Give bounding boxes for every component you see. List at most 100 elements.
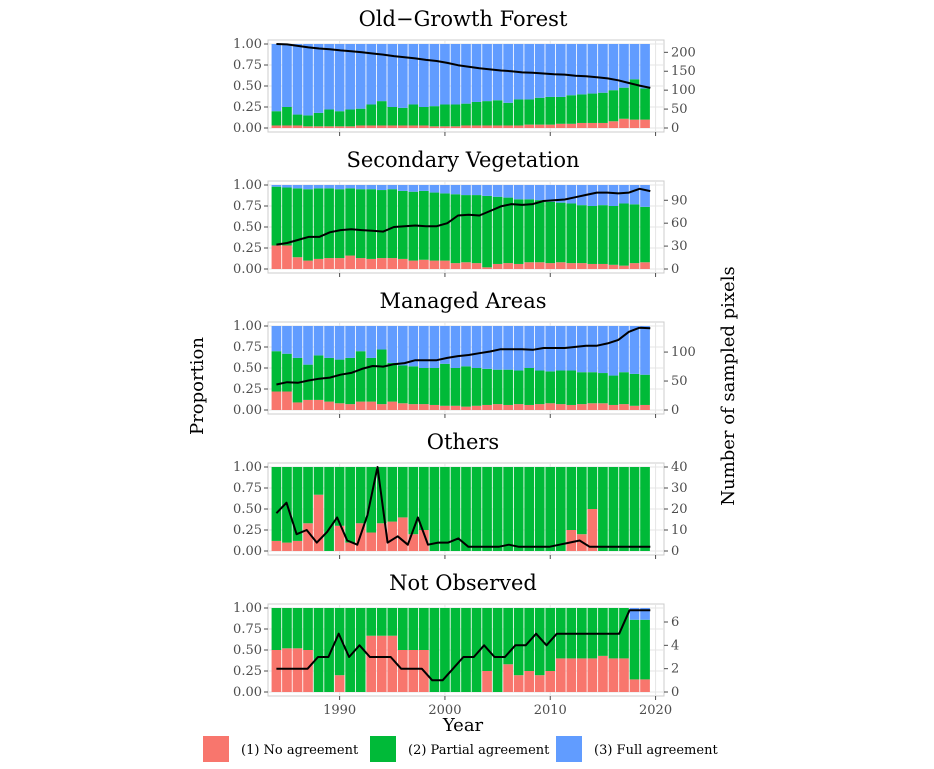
bar-segment bbox=[376, 125, 387, 128]
bar-segment bbox=[608, 326, 619, 376]
bar-segment bbox=[503, 404, 513, 410]
bar-segment bbox=[292, 326, 303, 358]
bar-segment bbox=[587, 185, 598, 206]
panel-title: Managed Areas bbox=[380, 289, 547, 313]
bar-segment bbox=[324, 258, 334, 269]
bar-segment bbox=[640, 467, 650, 551]
bar-segment bbox=[292, 44, 303, 115]
bar-segment bbox=[587, 326, 598, 373]
bar-segment bbox=[587, 509, 598, 551]
y-tick-label-right: 50 bbox=[671, 374, 688, 389]
bar-segment bbox=[334, 185, 345, 190]
bar-segment bbox=[408, 185, 419, 192]
bar-segment bbox=[419, 404, 429, 410]
bar-segment bbox=[292, 648, 303, 692]
bar-segment bbox=[324, 44, 334, 110]
bar-segment bbox=[640, 206, 650, 263]
bar-segment bbox=[387, 44, 398, 107]
bar-segment bbox=[345, 542, 355, 551]
bar-segment bbox=[355, 185, 366, 190]
x-tick-label: 2010 bbox=[534, 703, 567, 718]
bar-segment bbox=[397, 44, 408, 108]
bar-segment bbox=[419, 44, 429, 107]
bar-segment bbox=[345, 44, 355, 110]
bar-segment bbox=[345, 608, 355, 692]
bar-segment bbox=[292, 402, 303, 410]
bar-segment bbox=[282, 245, 292, 269]
bar-segment bbox=[408, 125, 419, 128]
bar-segment bbox=[282, 187, 292, 246]
panel-4: Not Observed 0.00 0.25 0.50 0.75 1.00 0 2 4 6 1990… bbox=[233, 571, 679, 718]
bar-segment bbox=[303, 126, 313, 128]
legend-swatch bbox=[556, 736, 582, 762]
bar-segment bbox=[334, 525, 345, 551]
bar-segment bbox=[355, 44, 366, 109]
bar-segment bbox=[303, 364, 313, 400]
bar-segment bbox=[450, 608, 461, 692]
bar-segment bbox=[355, 108, 366, 126]
bar-segment bbox=[282, 185, 292, 188]
bar-segment bbox=[608, 658, 619, 692]
bar-segment bbox=[534, 370, 545, 405]
bar-segment bbox=[419, 467, 429, 530]
bar-segment bbox=[334, 258, 345, 269]
bar-segment bbox=[408, 467, 419, 535]
bar-segment bbox=[598, 403, 608, 410]
bar-segment bbox=[429, 260, 440, 269]
bar-segment bbox=[513, 199, 524, 264]
bar-segment bbox=[334, 608, 345, 676]
bar-segment bbox=[429, 185, 440, 193]
bar-segment bbox=[566, 123, 577, 128]
bar-segment bbox=[397, 258, 408, 269]
bar-segment bbox=[303, 523, 313, 551]
bar-segment bbox=[292, 608, 303, 649]
bar-segment bbox=[303, 608, 313, 650]
bar-segment bbox=[555, 185, 566, 203]
bar-segment bbox=[471, 101, 482, 126]
y-tick-label-right: 0 bbox=[671, 685, 679, 700]
bar-segment bbox=[355, 326, 366, 352]
bar-segment bbox=[345, 357, 355, 405]
bar-segment bbox=[387, 189, 398, 259]
bar-segment bbox=[408, 608, 419, 650]
bar-segment bbox=[513, 185, 524, 200]
y-axis-label-right: Number of sampled pixels bbox=[718, 266, 739, 505]
bar-segment bbox=[440, 193, 450, 261]
bar-segment bbox=[555, 404, 566, 410]
bar-segment bbox=[450, 263, 461, 269]
bar-segment bbox=[387, 635, 398, 692]
bar-segment bbox=[303, 44, 313, 116]
bar-segment bbox=[492, 185, 503, 197]
legend-swatch bbox=[203, 736, 229, 762]
x-tick-label: 1990 bbox=[323, 703, 356, 718]
bar-segment bbox=[292, 188, 303, 258]
bar-segment bbox=[534, 200, 545, 263]
bar-segment bbox=[355, 351, 366, 402]
bar-segment bbox=[397, 365, 408, 404]
bar-segment bbox=[408, 366, 419, 405]
bar-segment bbox=[524, 404, 535, 410]
bar-segment bbox=[271, 186, 282, 246]
bar-segment bbox=[640, 88, 650, 120]
panel-0: Old−Growth Forest 0.00 0.25 0.50 0.75 1.00 0 50… bbox=[233, 7, 696, 136]
bar-segment bbox=[397, 125, 408, 128]
bar-segment bbox=[271, 326, 282, 352]
bar-segment bbox=[429, 404, 440, 410]
bar-segment bbox=[440, 185, 450, 194]
bar-segment bbox=[513, 467, 524, 551]
bar-segment bbox=[482, 368, 492, 405]
bar-segment bbox=[629, 679, 640, 692]
bar-segment bbox=[324, 467, 334, 551]
bar-segment bbox=[345, 126, 355, 128]
bar-segment bbox=[355, 467, 366, 524]
y-tick-label-left: 0.00 bbox=[233, 544, 262, 559]
bar-segment bbox=[408, 650, 419, 692]
bar-segment bbox=[461, 103, 471, 126]
bar-segment bbox=[282, 353, 292, 392]
y-tick-label-left: 0.00 bbox=[233, 403, 262, 418]
bar-segment bbox=[608, 185, 619, 206]
y-tick-label-right: 60 bbox=[671, 216, 688, 231]
y-tick-label-right: 10 bbox=[671, 523, 688, 538]
bar-segment bbox=[619, 265, 629, 269]
